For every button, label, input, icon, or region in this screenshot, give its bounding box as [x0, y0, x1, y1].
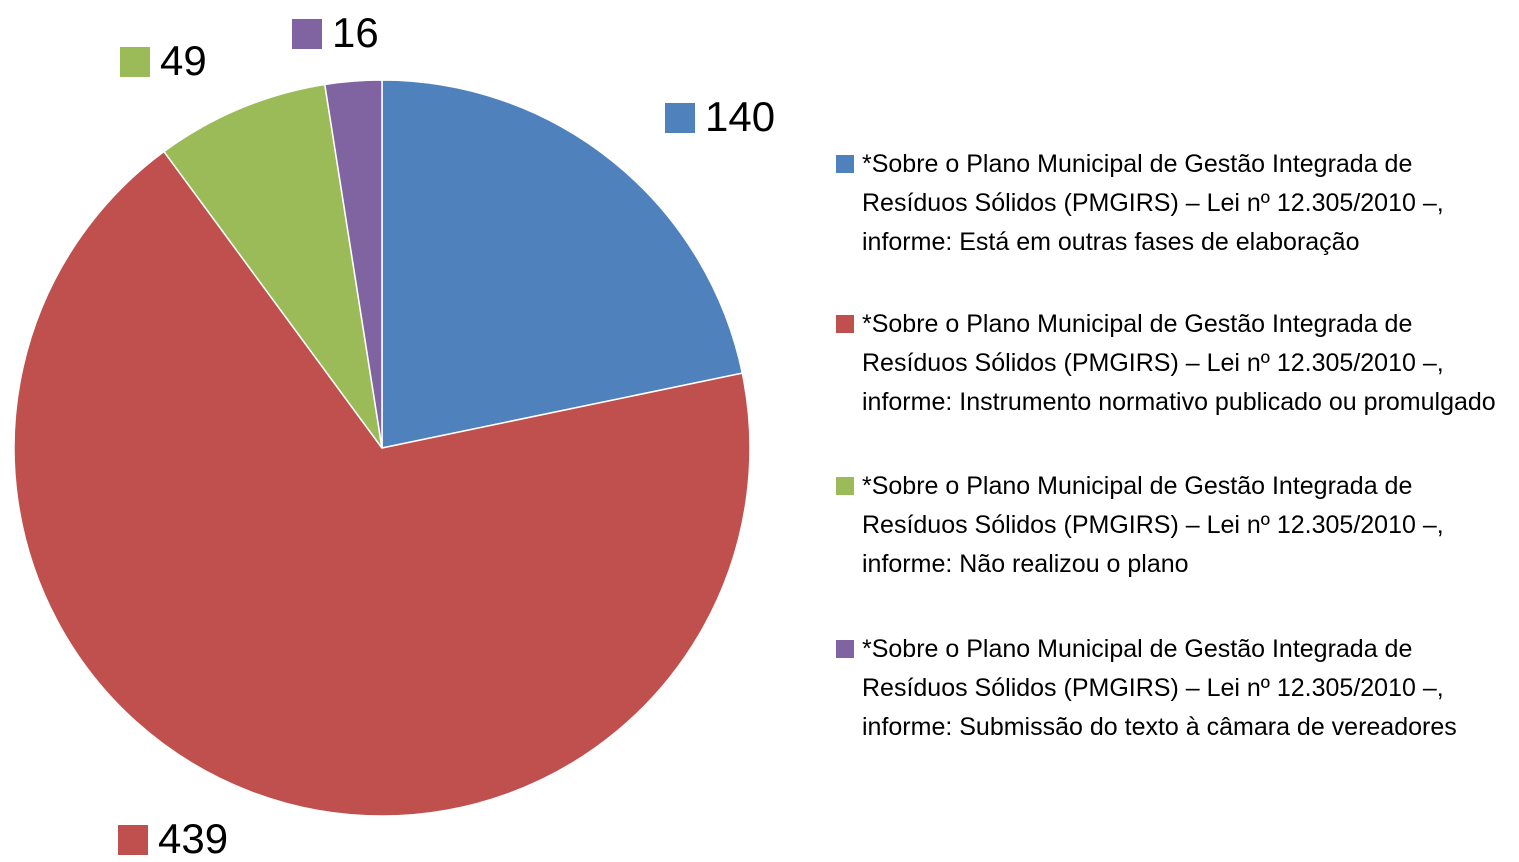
- legend-swatch: [836, 155, 854, 173]
- legend-swatch: [836, 477, 854, 495]
- label-swatch: [120, 47, 150, 77]
- legend-label: *Sobre o Plano Municipal de Gestão Integ…: [862, 150, 1444, 256]
- legend-swatch: [836, 315, 854, 333]
- label-swatch: [292, 19, 322, 49]
- legend-swatch: [836, 640, 854, 658]
- legend-label: *Sobre o Plano Municipal de Gestão Integ…: [862, 635, 1457, 741]
- pie-slice: [323, 79, 383, 449]
- label-swatch: [118, 825, 148, 855]
- pie-slice: [381, 79, 744, 449]
- legend-item: *Sobre o Plano Municipal de Gestão Integ…: [836, 467, 1506, 584]
- data-label: 49: [160, 37, 207, 84]
- legend-item: *Sobre o Plano Municipal de Gestão Integ…: [836, 305, 1506, 422]
- legend-item: *Sobre o Plano Municipal de Gestão Integ…: [836, 630, 1506, 747]
- label-swatch: [665, 103, 695, 133]
- data-label: 16: [332, 9, 379, 56]
- data-label: 439: [158, 815, 228, 862]
- legend-label: *Sobre o Plano Municipal de Gestão Integ…: [862, 472, 1444, 578]
- data-label: 140: [705, 93, 775, 140]
- pie-slice: [13, 150, 751, 817]
- legend-item: *Sobre o Plano Municipal de Gestão Integ…: [836, 145, 1506, 262]
- legend-label: *Sobre o Plano Municipal de Gestão Integ…: [862, 310, 1496, 416]
- pie-slice: [162, 83, 383, 449]
